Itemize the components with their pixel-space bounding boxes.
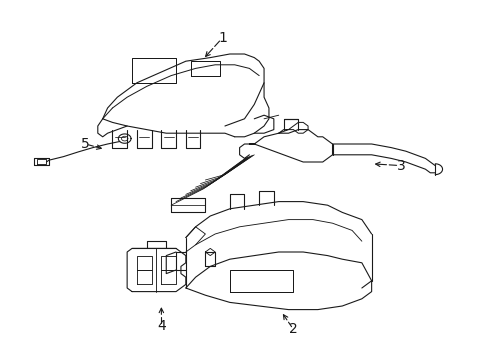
Text: 3: 3 [396, 159, 405, 172]
Text: 4: 4 [157, 319, 165, 333]
Text: 1: 1 [218, 31, 226, 45]
Text: 5: 5 [81, 137, 90, 151]
Text: 2: 2 [288, 323, 297, 336]
